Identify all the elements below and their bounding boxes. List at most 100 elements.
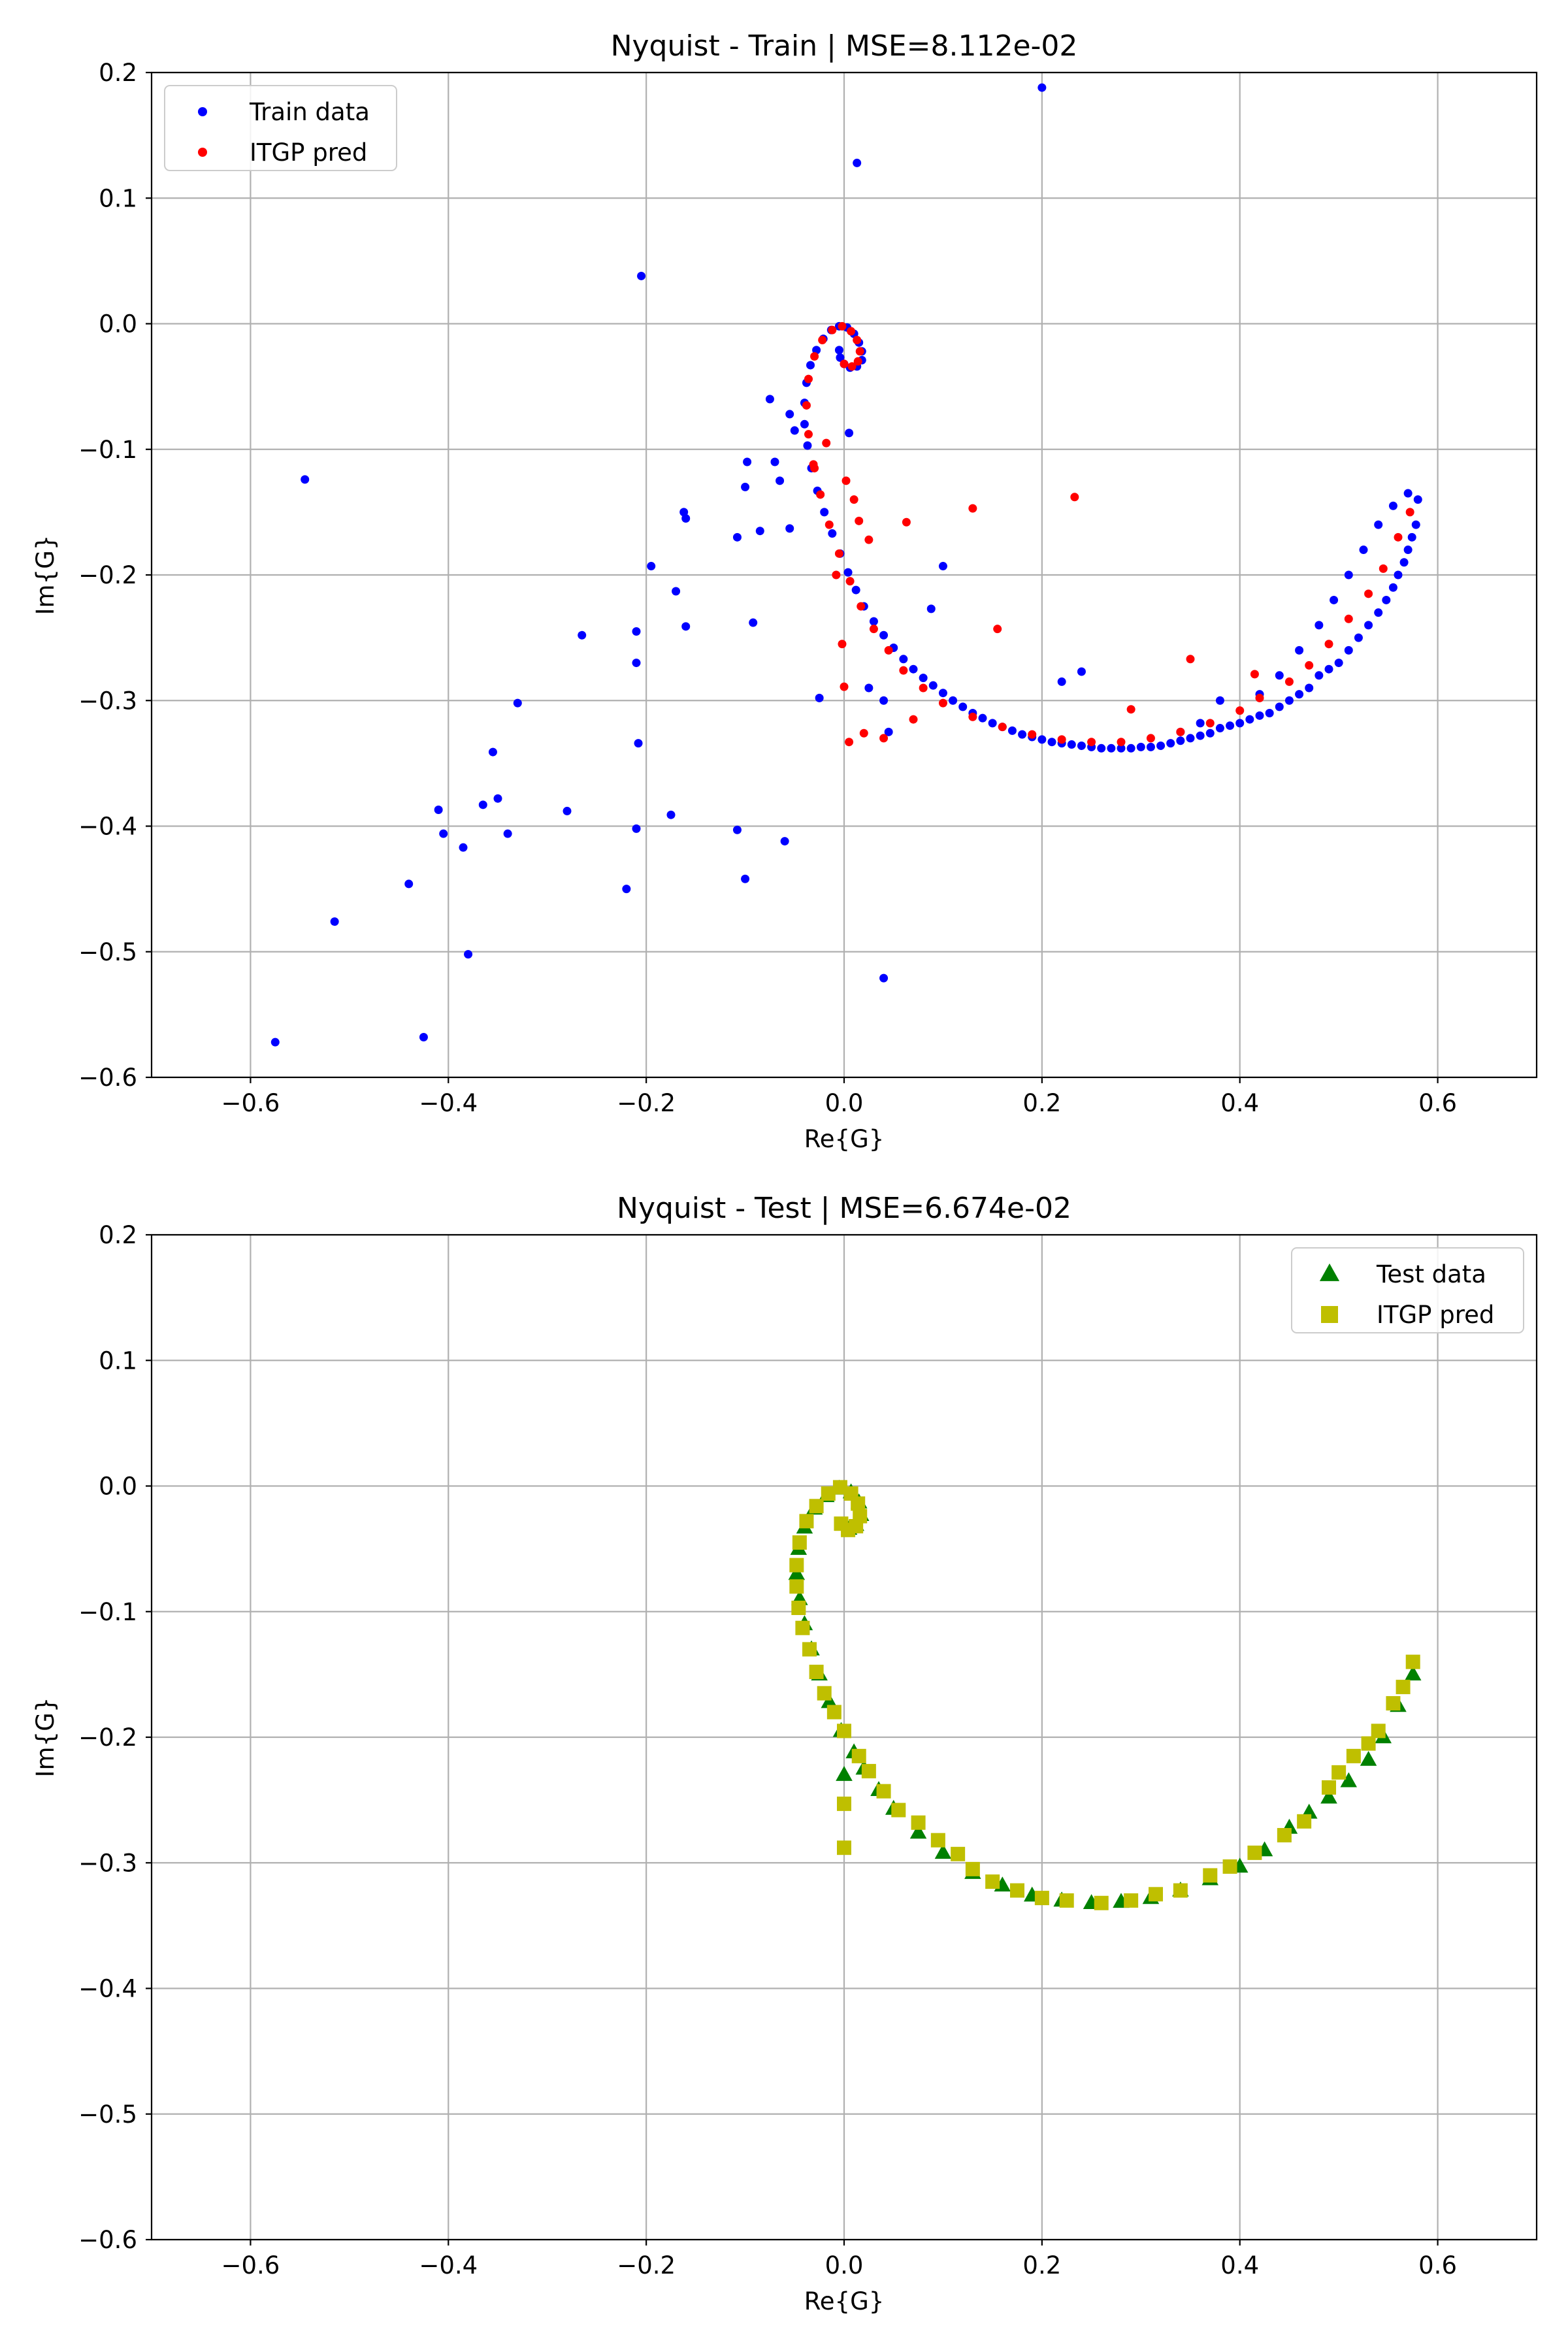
data-point (1037, 83, 1047, 92)
data-point (803, 441, 812, 450)
data-point (1186, 655, 1195, 664)
data-point (578, 630, 587, 640)
data-point (1275, 702, 1284, 711)
data-point (1245, 715, 1254, 724)
data-point (1275, 671, 1284, 680)
data-point (634, 739, 643, 748)
data-point (776, 476, 785, 485)
data-point (434, 806, 443, 815)
legend-marker (198, 148, 207, 157)
data-point (840, 682, 849, 691)
data-point (1186, 734, 1195, 743)
data-point (1255, 693, 1264, 702)
data-point (800, 419, 809, 429)
data-point (988, 719, 997, 728)
data-point (1330, 595, 1339, 604)
data-point (828, 529, 837, 538)
data-point (632, 824, 641, 833)
data-point (1344, 614, 1353, 623)
data-point (817, 1686, 832, 1701)
test-nyquist-chart: −0.6 −0.4 −0.2 0.0 0.2 0.4 0.6 −0.6 −0.5 −0.4 −0.3… (31, 1192, 1538, 2315)
y-tick-label: −0.3 (78, 1849, 137, 1877)
data-point (488, 747, 497, 757)
data-point (1146, 734, 1155, 743)
data-point (804, 430, 813, 439)
data-point (1117, 743, 1126, 753)
data-point (857, 602, 866, 611)
data-point (864, 535, 874, 544)
data-point (732, 825, 742, 834)
data-point (845, 429, 854, 438)
data-point (930, 1833, 945, 1848)
data-point (1034, 1891, 1049, 1906)
data-point (821, 1486, 836, 1501)
data-point (1364, 621, 1373, 630)
data-point (825, 520, 834, 529)
data-point (869, 617, 878, 626)
data-point (951, 1846, 966, 1861)
data-point (1413, 495, 1422, 504)
data-point (864, 683, 874, 693)
data-point (1265, 708, 1274, 717)
data-point (765, 395, 774, 404)
data-point (1284, 677, 1294, 686)
data-point (679, 508, 689, 517)
data-point (1126, 743, 1135, 753)
data-point (1247, 1845, 1262, 1860)
data-point (876, 1784, 891, 1799)
data-point (821, 1693, 838, 1708)
data-point (1087, 738, 1096, 747)
data-point (919, 683, 928, 693)
data-point (1388, 501, 1397, 510)
data-point (845, 738, 854, 747)
data-point (404, 879, 414, 889)
data-point (879, 973, 889, 983)
x-axis-label: Re{G} (804, 1125, 885, 1153)
data-point (998, 723, 1007, 732)
data-point (816, 490, 825, 499)
data-point (1386, 1696, 1401, 1711)
data-point (1176, 727, 1185, 736)
data-point (804, 374, 813, 384)
data-point (478, 800, 487, 809)
data-point (1374, 520, 1383, 529)
data-point (1018, 730, 1027, 739)
data-point (884, 727, 893, 736)
data-point (1196, 731, 1205, 740)
data-point (741, 874, 750, 883)
y-tick-label: −0.4 (78, 813, 137, 841)
data-point (802, 400, 811, 410)
y-tick-label: −0.5 (78, 2100, 137, 2129)
y-tick-label: −0.1 (78, 436, 137, 464)
legend-marker (1319, 1263, 1340, 1281)
data-point (770, 457, 779, 466)
data-point (1136, 742, 1145, 751)
data-point (1346, 1748, 1361, 1763)
data-point (1047, 738, 1056, 747)
x-tick-label: −0.2 (617, 2251, 676, 2279)
data-point (837, 1840, 851, 1855)
data-point (1297, 1814, 1312, 1829)
data-point (749, 618, 758, 627)
data-point (985, 1874, 1000, 1889)
data-point (828, 325, 837, 335)
x-tick-label: 0.2 (1022, 1089, 1061, 1117)
data-point (755, 527, 764, 536)
data-point (681, 622, 691, 631)
data-point (978, 713, 987, 723)
data-point (879, 734, 889, 743)
data-point (1394, 532, 1403, 542)
data-point (1405, 1665, 1422, 1681)
y-tick-label: 0.0 (99, 1473, 137, 1501)
data-point (1295, 645, 1304, 655)
data-point (790, 426, 799, 435)
data-point (968, 712, 977, 721)
x-axis-label: Re{G} (804, 2287, 885, 2315)
data-point (1324, 640, 1333, 649)
data-point (1315, 621, 1324, 630)
data-point (832, 570, 841, 580)
data-point (743, 457, 752, 466)
data-point (1277, 1827, 1292, 1842)
data-point (672, 587, 681, 596)
data-point (837, 1796, 851, 1811)
